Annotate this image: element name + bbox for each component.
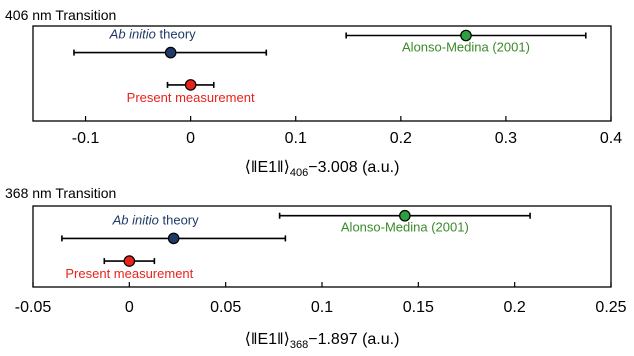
x-tick-label: 0.1 — [311, 299, 333, 316]
theory-label: Ab initio theory — [112, 212, 199, 227]
x-axis-label-prefix-368: ⟨‖E1‖⟩ — [245, 331, 290, 348]
x-axis-label-406: ⟨‖E1‖⟩406−3.008 (a.u.) — [245, 159, 400, 179]
x-axis-label-prefix-406: ⟨‖E1‖⟩ — [245, 159, 290, 176]
x-axis-label-suffix-406: −3.008 (a.u.) — [308, 159, 399, 176]
x-axis-label-subscript-368: 368 — [290, 339, 308, 351]
panel-title-368: 368 nm Transition — [5, 185, 116, 201]
x-tick-label: 0.2 — [390, 130, 412, 147]
panel-406: 406 nm Transition -0.1 0 0.1 0.2 0.3 0.4 Ab i… — [5, 7, 622, 179]
x-tick-label: -0.1 — [72, 130, 100, 147]
alonso-label: Alonso-Medina (2001) — [402, 40, 530, 55]
x-tick-label: 0.3 — [495, 130, 517, 147]
series-marks-406: Ab initio theory Alonso-Medina (2001) Pres… — [73, 27, 587, 105]
theory-point — [167, 232, 180, 245]
alonso-label: Alonso-Medina (2001) — [341, 220, 469, 235]
x-tick-label: 0.05 — [210, 299, 241, 316]
present-point — [184, 79, 197, 91]
present-label: Present measurement — [65, 266, 193, 281]
x-tick-label: 0 — [186, 130, 195, 147]
x-tick-label: 0.2 — [504, 299, 526, 316]
plot-frame-406 — [32, 25, 612, 122]
present-label: Present measurement — [127, 90, 255, 105]
series-marks-368: Ab initio theory Alonso-Medina (2001) Pres… — [61, 209, 531, 281]
present-point — [123, 255, 136, 267]
alonso-point — [460, 29, 472, 42]
x-axis-label-suffix-368: −1.897 (a.u.) — [308, 331, 399, 348]
theory-point — [164, 46, 177, 59]
theory-label: Ab initio theory — [109, 27, 196, 42]
x-axis-368: -0.05 0 0.05 0.1 0.15 0.2 0.25 — [15, 282, 627, 316]
panel-title-406: 406 nm Transition — [5, 7, 116, 23]
x-tick-label: 0.1 — [285, 130, 307, 147]
panel-368: 368 nm Transition -0.05 0 0.05 0.1 0.15 0.2 0.… — [5, 185, 627, 351]
x-tick-label: 0.4 — [600, 130, 622, 147]
x-axis-406: -0.1 0 0.1 0.2 0.3 0.4 — [72, 116, 622, 147]
x-tick-label: 0 — [125, 299, 134, 316]
alonso-point — [399, 209, 411, 222]
x-axis-label-368: ⟨‖E1‖⟩368−1.897 (a.u.) — [245, 331, 400, 351]
x-tick-label: 0.15 — [403, 299, 434, 316]
x-tick-label: 0.25 — [595, 299, 626, 316]
x-tick-label: -0.05 — [15, 299, 52, 316]
x-axis-label-subscript-406: 406 — [290, 167, 308, 179]
